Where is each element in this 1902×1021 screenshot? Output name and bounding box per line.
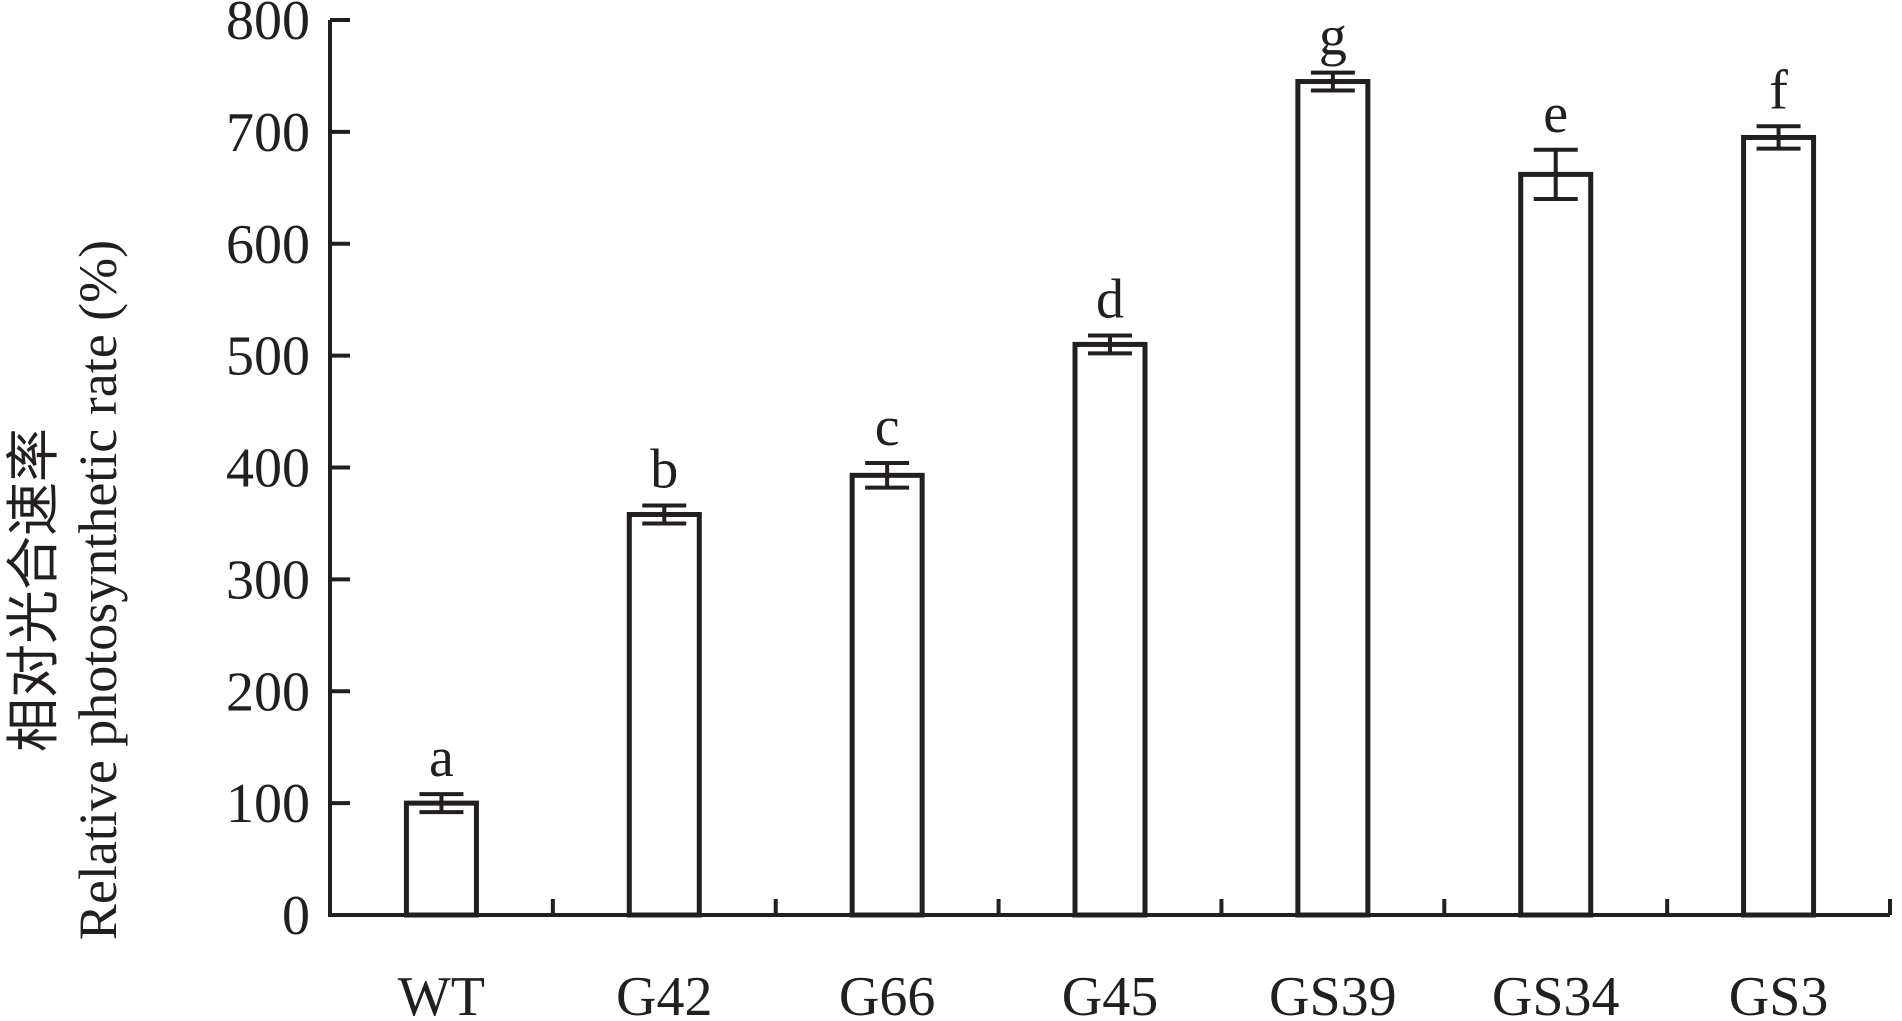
bar <box>1741 134 1817 918</box>
y-tick-label: 200 <box>226 661 310 723</box>
y-tick-label: 500 <box>226 326 310 388</box>
axes: 0 100 200 300 400 500 600 700 800 <box>226 0 1892 947</box>
x-tick-label: WT <box>398 966 485 1021</box>
x-tick-label: G42 <box>616 966 712 1021</box>
significance-label: g <box>1319 6 1347 68</box>
x-tick-label: GS34 <box>1492 966 1620 1021</box>
y-axis-title-cn: 相对光合速率 <box>4 428 64 752</box>
y-tick-label: 400 <box>226 438 310 500</box>
y-axis-title: Relative photosynthetic rate (%) <box>68 240 128 940</box>
significance-label: f <box>1769 59 1788 121</box>
y-tick-label: 700 <box>226 102 310 164</box>
x-tick-label: GS39 <box>1269 966 1397 1021</box>
significance-label: a <box>429 727 454 789</box>
x-tick-label: G45 <box>1062 966 1158 1021</box>
bar <box>1295 79 1371 918</box>
x-tick-label: G66 <box>839 966 935 1021</box>
significance-label: e <box>1543 83 1568 145</box>
bar <box>849 472 925 918</box>
bar <box>403 800 479 918</box>
x-tick-label: GS3 <box>1729 966 1829 1021</box>
labels: a WT b G42 c G66 d G45 g GS39 e GS34 f GS3 <box>398 6 1828 1021</box>
y-tick-label: 800 <box>226 0 310 52</box>
bar <box>1518 171 1594 918</box>
y-tick-label: 300 <box>226 549 310 611</box>
significance-label: b <box>650 439 678 501</box>
significance-label: d <box>1096 268 1124 330</box>
y-axis-title-group: 相对光合速率 Relative photosynthetic rate (%) <box>4 240 128 940</box>
bars <box>403 70 1817 918</box>
bar <box>626 511 702 918</box>
bar <box>1072 341 1148 918</box>
y-tick-label: 600 <box>226 214 310 276</box>
y-tick-label: 0 <box>282 885 310 947</box>
significance-label: c <box>875 396 900 458</box>
y-tick-label: 100 <box>226 773 310 835</box>
